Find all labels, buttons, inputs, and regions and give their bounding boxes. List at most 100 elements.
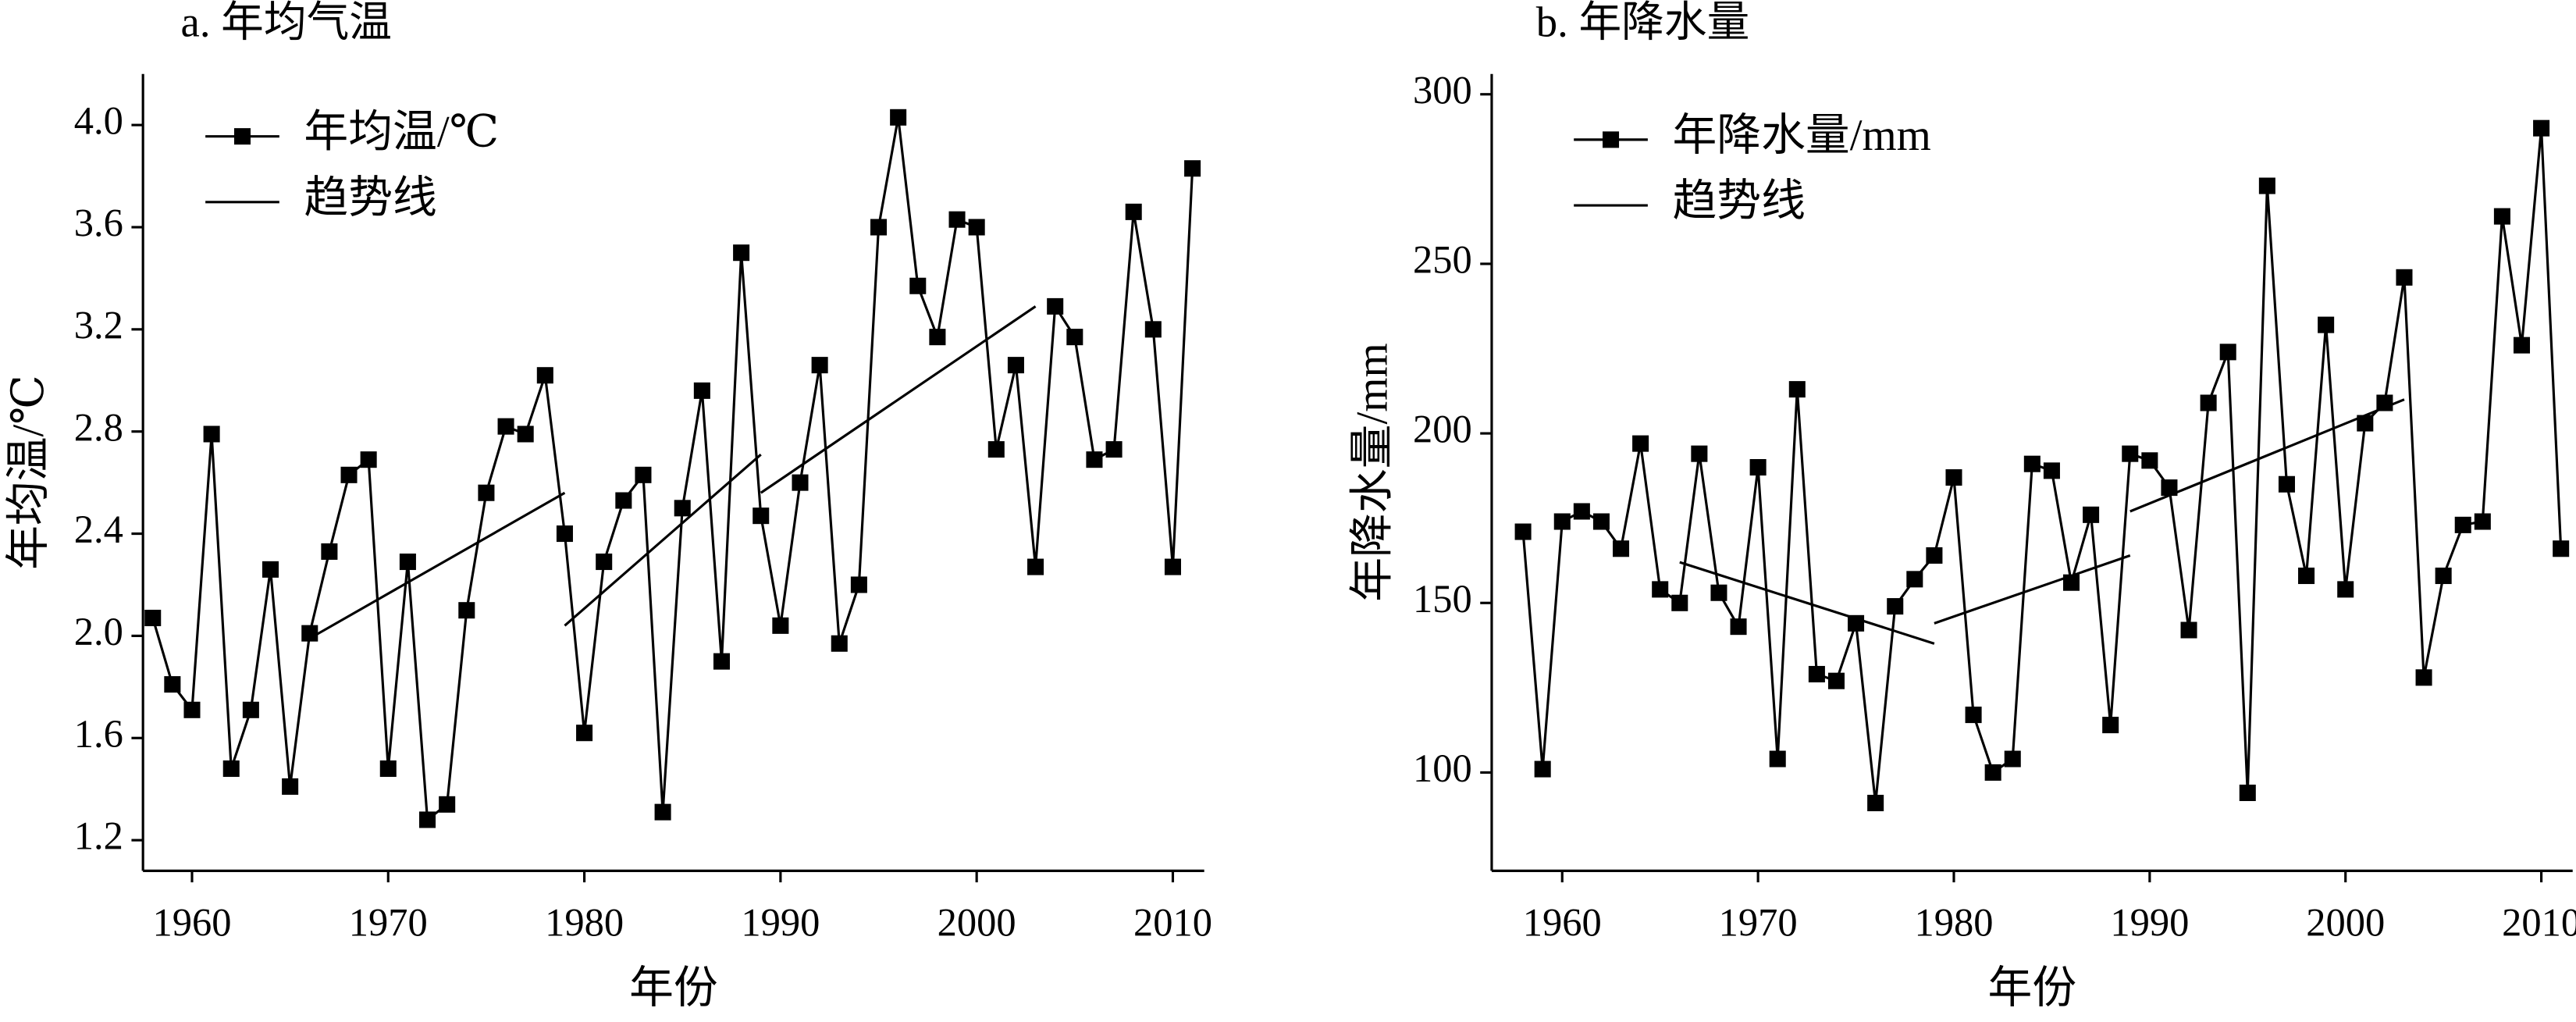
data-marker (1573, 503, 1590, 520)
trend-line (564, 453, 762, 627)
data-line (1521, 128, 2563, 803)
data-marker (2493, 208, 2510, 225)
data-marker (439, 796, 456, 813)
data-marker (2533, 119, 2550, 137)
data-marker (1086, 451, 1103, 468)
trend-line (2129, 398, 2405, 513)
data-marker (1007, 357, 1024, 374)
y-tick-label: 3.6 (74, 201, 123, 245)
x-tick-label: 1960 (1523, 901, 1602, 945)
data-marker (713, 653, 731, 670)
y-axis-label: 年降水量/mm (1348, 343, 1397, 601)
y-tick-label: 300 (1413, 68, 1472, 112)
data-marker (674, 500, 691, 517)
data-marker (1027, 558, 1044, 575)
data-marker (2122, 445, 2139, 462)
data-marker (556, 525, 573, 543)
data-marker (948, 211, 966, 228)
data-marker (1652, 581, 1669, 598)
data-marker (2435, 567, 2452, 585)
data-marker (929, 329, 946, 346)
y-tick-label: 2.4 (74, 507, 123, 551)
data-marker (1144, 321, 1162, 338)
data-marker (1710, 584, 1727, 601)
data-marker (1553, 513, 1571, 530)
x-tick-label: 2000 (938, 901, 1016, 945)
y-tick-label: 3.2 (74, 303, 123, 347)
data-marker (536, 367, 553, 384)
data-marker (2357, 415, 2374, 432)
x-tick-label: 1970 (1719, 901, 1798, 945)
data-marker (242, 701, 259, 718)
trend-line (1934, 554, 2131, 625)
data-marker (1691, 445, 1708, 462)
data-marker (360, 451, 377, 468)
data-marker (301, 625, 318, 642)
data-marker (203, 426, 220, 443)
data-marker (1769, 750, 1786, 767)
data-marker (340, 466, 358, 483)
data-marker (1534, 760, 1551, 778)
data-marker (2200, 394, 2217, 411)
data-marker (2258, 177, 2275, 194)
trend-line (1679, 561, 1935, 645)
data-marker (1592, 513, 1610, 530)
data-marker (2043, 462, 2060, 479)
data-marker (497, 418, 514, 435)
data-marker (2553, 540, 2570, 557)
data-marker (399, 554, 416, 571)
data-marker (2454, 516, 2471, 533)
data-marker (262, 561, 279, 578)
x-axis-label: 年份 (1988, 963, 2077, 1013)
y-tick-label: 1.2 (74, 814, 123, 858)
data-marker (596, 554, 613, 571)
y-tick-label: 1.6 (74, 712, 123, 756)
data-marker (654, 803, 671, 821)
data-marker (1749, 459, 1767, 476)
data-marker (1788, 381, 1806, 398)
y-tick-label: 250 (1413, 238, 1472, 282)
x-tick-label: 1960 (152, 901, 231, 945)
data-marker (1105, 441, 1123, 458)
data-marker (321, 543, 338, 560)
data-marker (733, 244, 750, 262)
data-marker (1125, 203, 1142, 220)
x-axis-label: 年份 (629, 963, 718, 1013)
trend-line (760, 305, 1037, 494)
data-marker (2396, 269, 2413, 286)
data-marker (164, 676, 181, 693)
data-marker (1945, 469, 1962, 486)
data-marker (222, 760, 240, 778)
x-tick-label: 1980 (1914, 901, 1993, 945)
data-marker (2083, 506, 2100, 523)
data-marker (2318, 316, 2335, 333)
data-marker (1066, 329, 1083, 346)
data-marker (183, 701, 201, 718)
legend-marker (1603, 131, 1620, 148)
data-marker (2141, 452, 2158, 469)
y-tick-label: 4.0 (74, 99, 123, 143)
data-marker (1730, 618, 1747, 636)
legend-label: 年降水量/mm (1672, 111, 1930, 160)
data-marker (831, 635, 848, 652)
data-marker (1632, 435, 1649, 452)
legend-label: 趋势线 (304, 173, 436, 223)
x-tick-label: 1980 (545, 901, 624, 945)
data-marker (144, 609, 162, 627)
data-marker (1613, 540, 1630, 557)
data-marker (1164, 558, 1181, 575)
data-marker (379, 760, 397, 778)
data-marker (2239, 784, 2256, 802)
data-marker (1514, 523, 1532, 540)
data-marker (635, 466, 652, 483)
data-marker (870, 219, 888, 236)
x-tick-label: 1990 (2110, 901, 2189, 945)
y-tick-label: 200 (1413, 408, 1472, 451)
y-tick-label: 2.0 (74, 610, 123, 653)
data-marker (1906, 571, 1923, 588)
data-marker (753, 507, 770, 525)
data-marker (1827, 672, 1845, 689)
data-marker (850, 576, 867, 593)
data-marker (1887, 598, 1904, 615)
x-tick-label: 1990 (741, 901, 820, 945)
